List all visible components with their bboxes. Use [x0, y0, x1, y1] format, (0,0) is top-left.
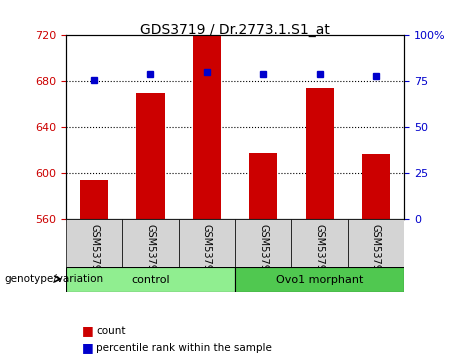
- Text: ■: ■: [82, 342, 94, 354]
- Text: percentile rank within the sample: percentile rank within the sample: [96, 343, 272, 353]
- FancyBboxPatch shape: [66, 219, 122, 267]
- Bar: [362, 154, 390, 219]
- Bar: [80, 181, 108, 219]
- Text: GSM537964: GSM537964: [202, 224, 212, 284]
- Text: GSM537962: GSM537962: [89, 224, 99, 284]
- Text: control: control: [131, 275, 170, 285]
- Bar: [193, 34, 221, 219]
- FancyBboxPatch shape: [66, 267, 235, 292]
- Text: ■: ■: [82, 325, 94, 337]
- FancyBboxPatch shape: [348, 219, 404, 267]
- Bar: [136, 93, 164, 219]
- Text: genotype/variation: genotype/variation: [5, 274, 104, 284]
- Text: GSM537963: GSM537963: [145, 224, 156, 284]
- FancyBboxPatch shape: [179, 219, 235, 267]
- Text: GSM537966: GSM537966: [314, 224, 325, 284]
- Text: GDS3719 / Dr.2773.1.S1_at: GDS3719 / Dr.2773.1.S1_at: [140, 23, 330, 37]
- Bar: [249, 153, 277, 219]
- FancyBboxPatch shape: [291, 219, 348, 267]
- Text: GSM537965: GSM537965: [258, 224, 268, 284]
- Text: GSM537967: GSM537967: [371, 224, 381, 284]
- FancyBboxPatch shape: [122, 219, 179, 267]
- Text: Ovo1 morphant: Ovo1 morphant: [276, 275, 363, 285]
- Text: count: count: [96, 326, 126, 336]
- FancyBboxPatch shape: [235, 219, 291, 267]
- Bar: [306, 88, 334, 219]
- FancyBboxPatch shape: [235, 267, 404, 292]
